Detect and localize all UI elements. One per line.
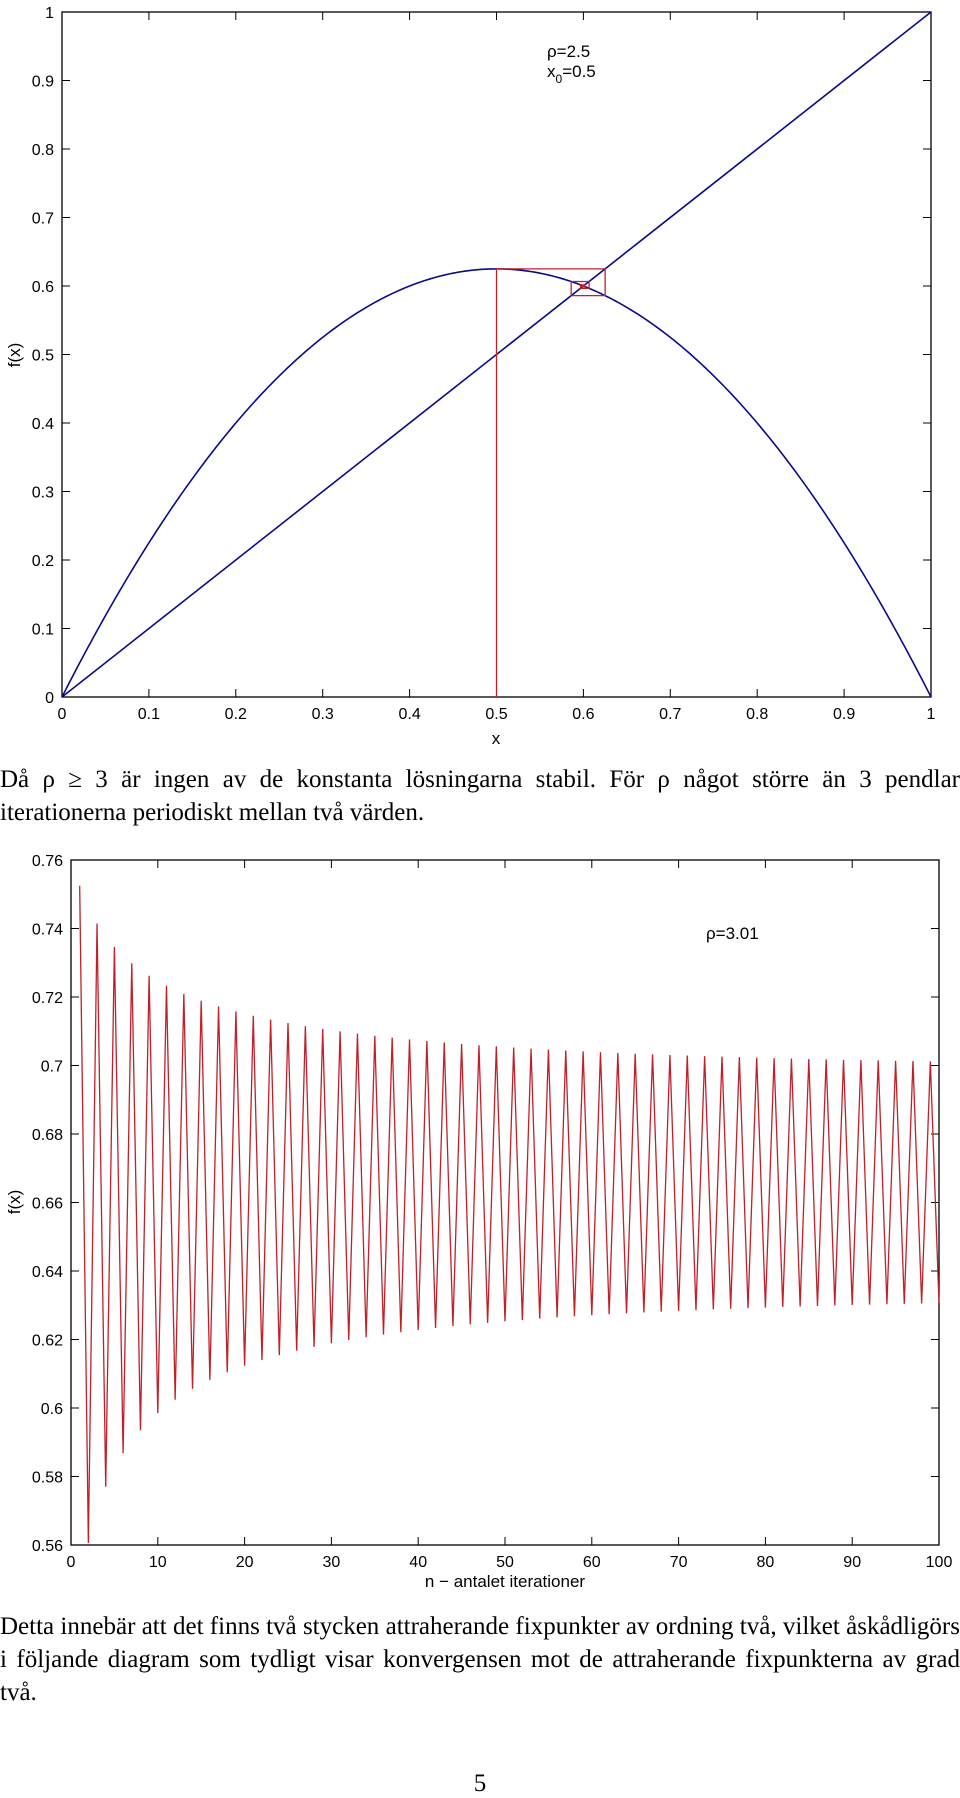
y-tick-label: 0.64 <box>32 1264 63 1281</box>
x-tick-label: 0.5 <box>485 706 507 723</box>
y-tick-label: 0.9 <box>32 74 54 91</box>
y-tick-label: 0.1 <box>32 622 54 639</box>
x-tick-label: 0.4 <box>398 706 420 723</box>
y-tick-label: 0.6 <box>41 1401 63 1418</box>
paragraph-1-text: Då ρ ≥ 3 är ingen av de konstanta lösnin… <box>0 766 960 826</box>
rho-annotation: ρ=2.5 <box>547 42 590 61</box>
y-tick-labels: 0.56 0.58 0.6 0.62 0.64 0.66 0.68 0.7 0.72 0.74 0.… <box>32 853 63 1555</box>
x-tick-label: 0.1 <box>138 706 160 723</box>
paragraph-1: Då ρ ≥ 3 är ingen av de konstanta lösnin… <box>0 763 960 829</box>
x-tick-label: 0 <box>58 706 67 723</box>
rho-annotation: ρ=3.01 <box>706 924 759 943</box>
y-tick-label: 1 <box>45 5 54 22</box>
y-tick-labels: 0 0.1 0.2 0.3 0.4 0.5 0.6 0.7 0.8 0.9 1 <box>32 5 54 707</box>
y-axis-label: f(x) <box>5 343 24 368</box>
x-tick-label: 0.6 <box>572 706 594 723</box>
x-tick-label: 0.2 <box>225 706 247 723</box>
paragraph-2-text: Detta innebär att det finns två stycken … <box>0 1613 960 1706</box>
x-tick-label: 10 <box>149 1554 167 1571</box>
x-axis-label: x <box>492 729 501 748</box>
x-tick-labels: 0 10 20 30 40 50 60 70 80 90 100 <box>67 1554 953 1571</box>
y-axis-label: f(x) <box>5 1190 24 1215</box>
x-tick-label: 20 <box>236 1554 254 1571</box>
x-tick-label: 40 <box>409 1554 427 1571</box>
x-tick-label: 70 <box>670 1554 688 1571</box>
x-tick-label: 0.3 <box>312 706 334 723</box>
y-tick-label: 0.66 <box>32 1196 63 1213</box>
page-number: 5 <box>473 1770 487 1797</box>
y-tick-label: 0.2 <box>32 553 54 570</box>
y-tick-label: 0.8 <box>32 142 54 159</box>
x-tick-label: 90 <box>843 1554 861 1571</box>
y-tick-label: 0.4 <box>32 416 54 433</box>
y-tick-label: 0.58 <box>32 1470 63 1487</box>
x-tick-label: 0.8 <box>746 706 768 723</box>
iteration-series <box>79 885 940 1543</box>
tick-marks <box>61 11 932 698</box>
x-tick-label: 60 <box>583 1554 601 1571</box>
y-tick-label: 0.56 <box>32 1538 63 1555</box>
y-tick-label: 0.5 <box>32 348 54 365</box>
iteration-chart: 0.56 0.58 0.6 0.62 0.64 0.66 0.68 0.7 0.72 0.74 0.… <box>5 853 953 1591</box>
y-tick-label: 0.74 <box>32 922 63 939</box>
y-tick-label: 0.76 <box>32 853 63 870</box>
paragraph-2: Detta innebär att det finns två stycken … <box>0 1610 960 1709</box>
x-tick-label: 80 <box>757 1554 775 1571</box>
x-tick-label: 1 <box>927 706 936 723</box>
x-axis-label: n − antalet iterationer <box>425 1572 586 1591</box>
x0-annotation: x0=0.5 <box>547 62 596 86</box>
x-tick-label: 30 <box>323 1554 341 1571</box>
x-tick-labels: 0 0.1 0.2 0.3 0.4 0.5 0.6 0.7 0.8 0.9 1 <box>58 706 936 723</box>
y-tick-label: 0.6 <box>32 279 54 296</box>
y-tick-label: 0 <box>45 690 54 707</box>
cobweb-chart: 0 0.1 0.2 0.3 0.4 0.5 0.6 0.7 0.8 0.9 1 0 0.1 0.2 0.3… <box>5 5 936 748</box>
x-tick-label: 50 <box>496 1554 514 1571</box>
y-tick-label: 0.72 <box>32 990 63 1007</box>
x-tick-label: 0 <box>67 1554 76 1571</box>
y-tick-label: 0.68 <box>32 1127 63 1144</box>
y-tick-label: 0.7 <box>41 1059 63 1076</box>
x-tick-label: 0.9 <box>833 706 855 723</box>
y-tick-label: 0.7 <box>32 211 54 228</box>
cobweb-path <box>495 268 606 697</box>
x-tick-label: 0.7 <box>659 706 681 723</box>
plot-frame <box>70 859 940 1546</box>
y-tick-label: 0.3 <box>32 485 54 502</box>
tick-marks <box>70 859 940 1546</box>
y-tick-label: 0.62 <box>32 1333 63 1350</box>
x-tick-label: 100 <box>926 1554 953 1571</box>
